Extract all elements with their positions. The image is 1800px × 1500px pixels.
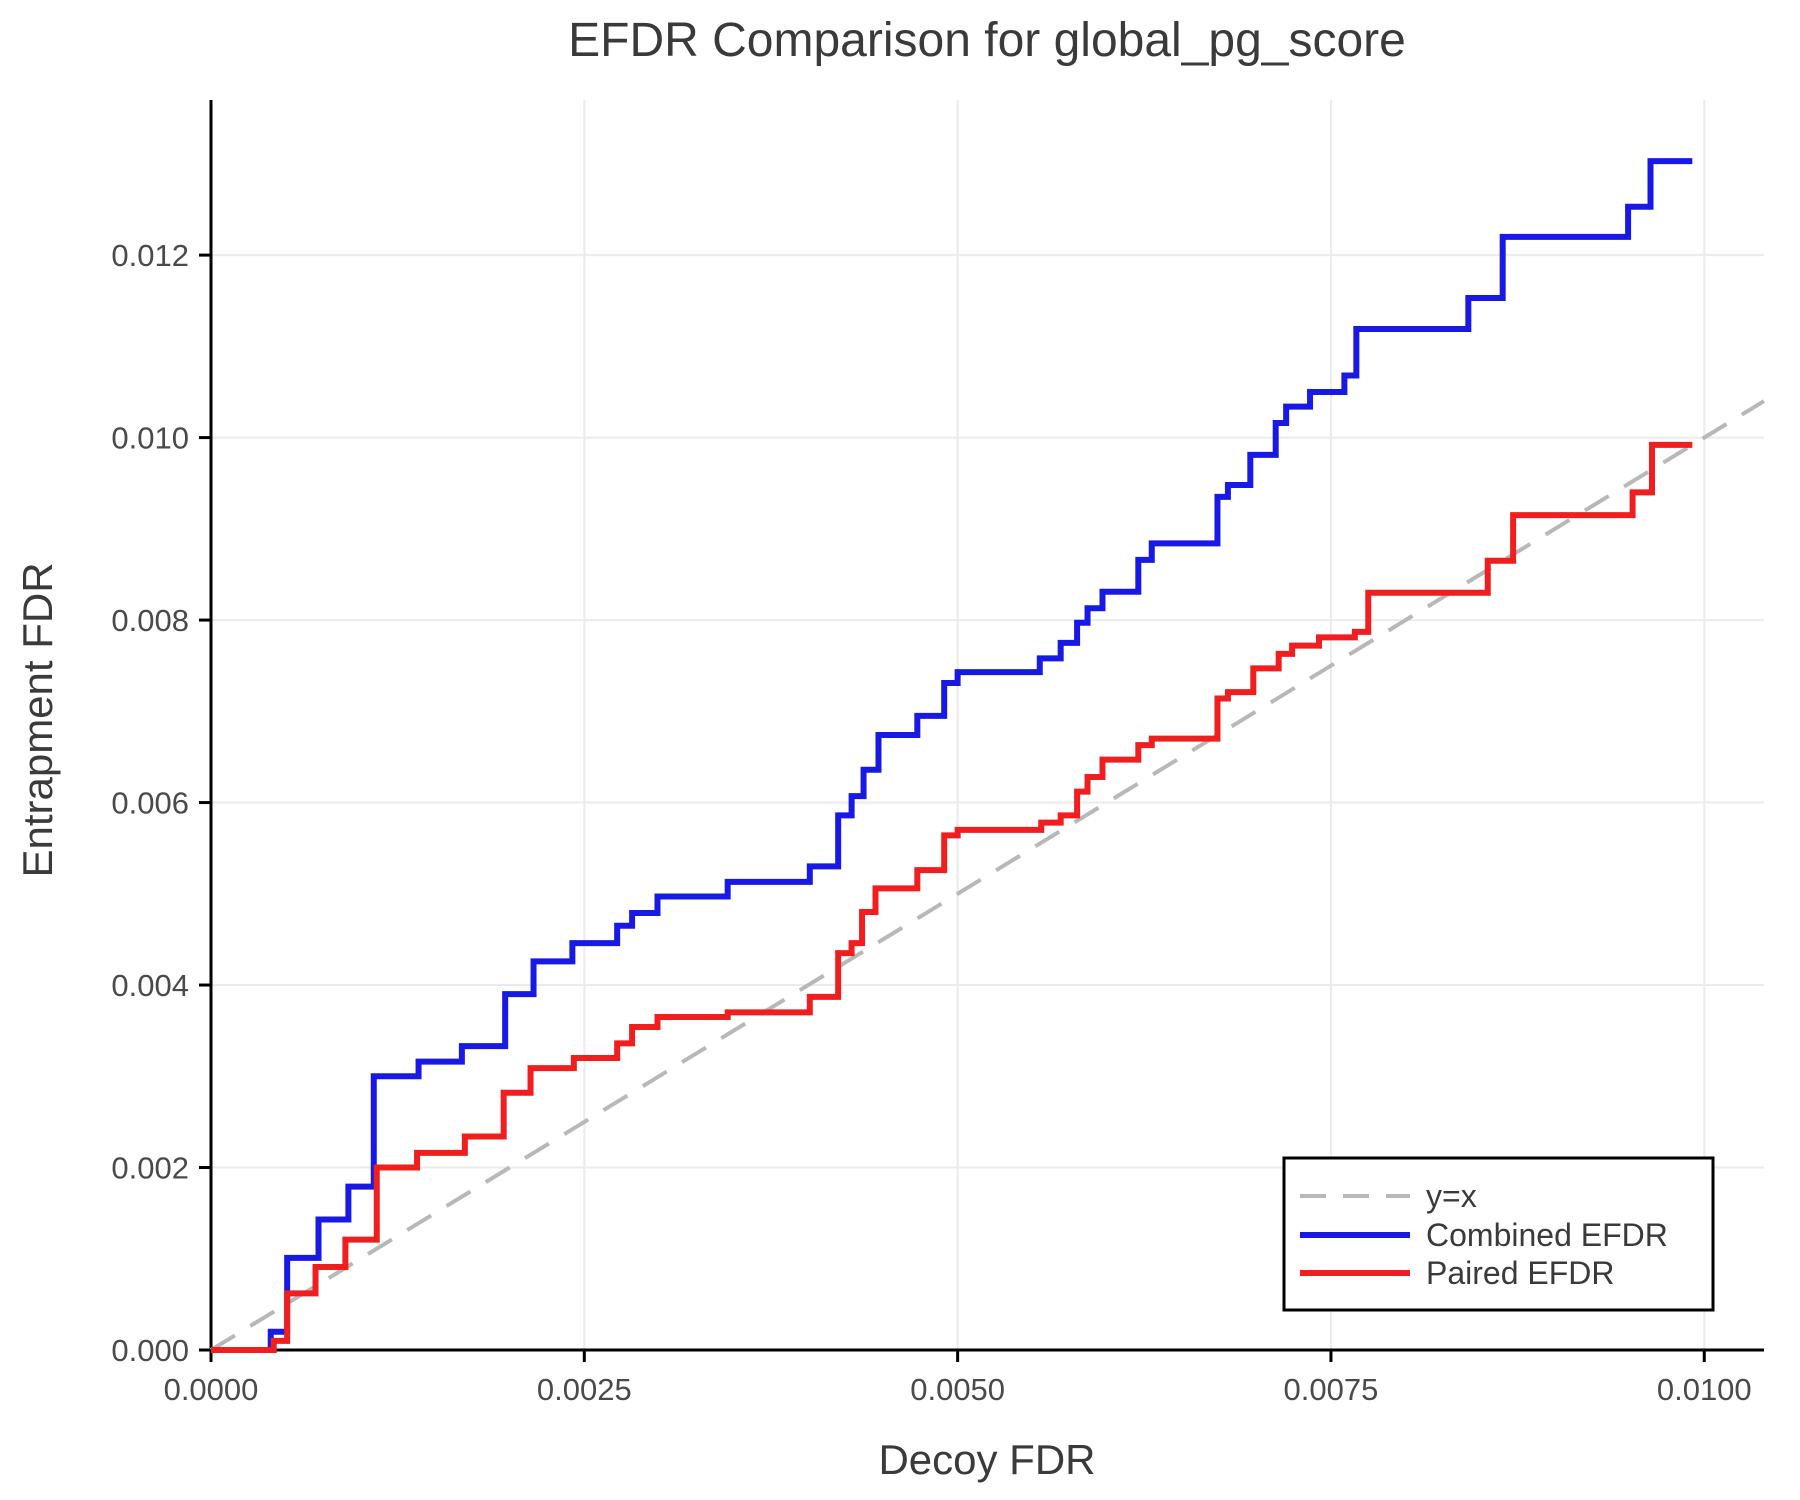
- x-axis-title: Decoy FDR: [878, 1436, 1095, 1483]
- ticks-group: [199, 253, 1706, 1362]
- y-tick-label: 0.004: [111, 968, 189, 1003]
- x-tick-label: 0.0000: [164, 1372, 259, 1407]
- axes-group: [209, 100, 1764, 1352]
- y-tick-label: 0.008: [111, 603, 189, 638]
- y-tick-label: 0.012: [111, 238, 189, 273]
- legend-label-paired: Paired EFDR: [1426, 1255, 1615, 1291]
- y-axis-title: Entrapment FDR: [14, 562, 61, 877]
- y-tick-label: 0.010: [111, 421, 189, 456]
- series-group: [209, 158, 1766, 1353]
- chart-title: EFDR Comparison for global_pg_score: [568, 14, 1406, 67]
- y-tick-label: 0.002: [111, 1151, 189, 1186]
- legend-label-combined: Combined EFDR: [1426, 1217, 1668, 1253]
- x-tick-label: 0.0025: [537, 1372, 632, 1407]
- x-tick-label: 0.0050: [910, 1372, 1005, 1407]
- y-tick-label: 0.006: [111, 786, 189, 821]
- legend: y=x Combined EFDR Paired EFDR: [1282, 1156, 1715, 1312]
- combined-efdr-line: [211, 158, 1693, 1353]
- legend-label-identity: y=x: [1426, 1178, 1477, 1214]
- x-tick-label: 0.0075: [1284, 1372, 1379, 1407]
- y-tick-label: 0.000: [111, 1333, 189, 1368]
- x-tick-label: 0.0100: [1657, 1372, 1752, 1407]
- paired-efdr-line: [211, 441, 1693, 1353]
- identity-line: [209, 399, 1766, 1352]
- tick-labels-group: 0.0000 0.0025 0.0050 0.0075 0.0100 0.000 0.002…: [111, 238, 1751, 1407]
